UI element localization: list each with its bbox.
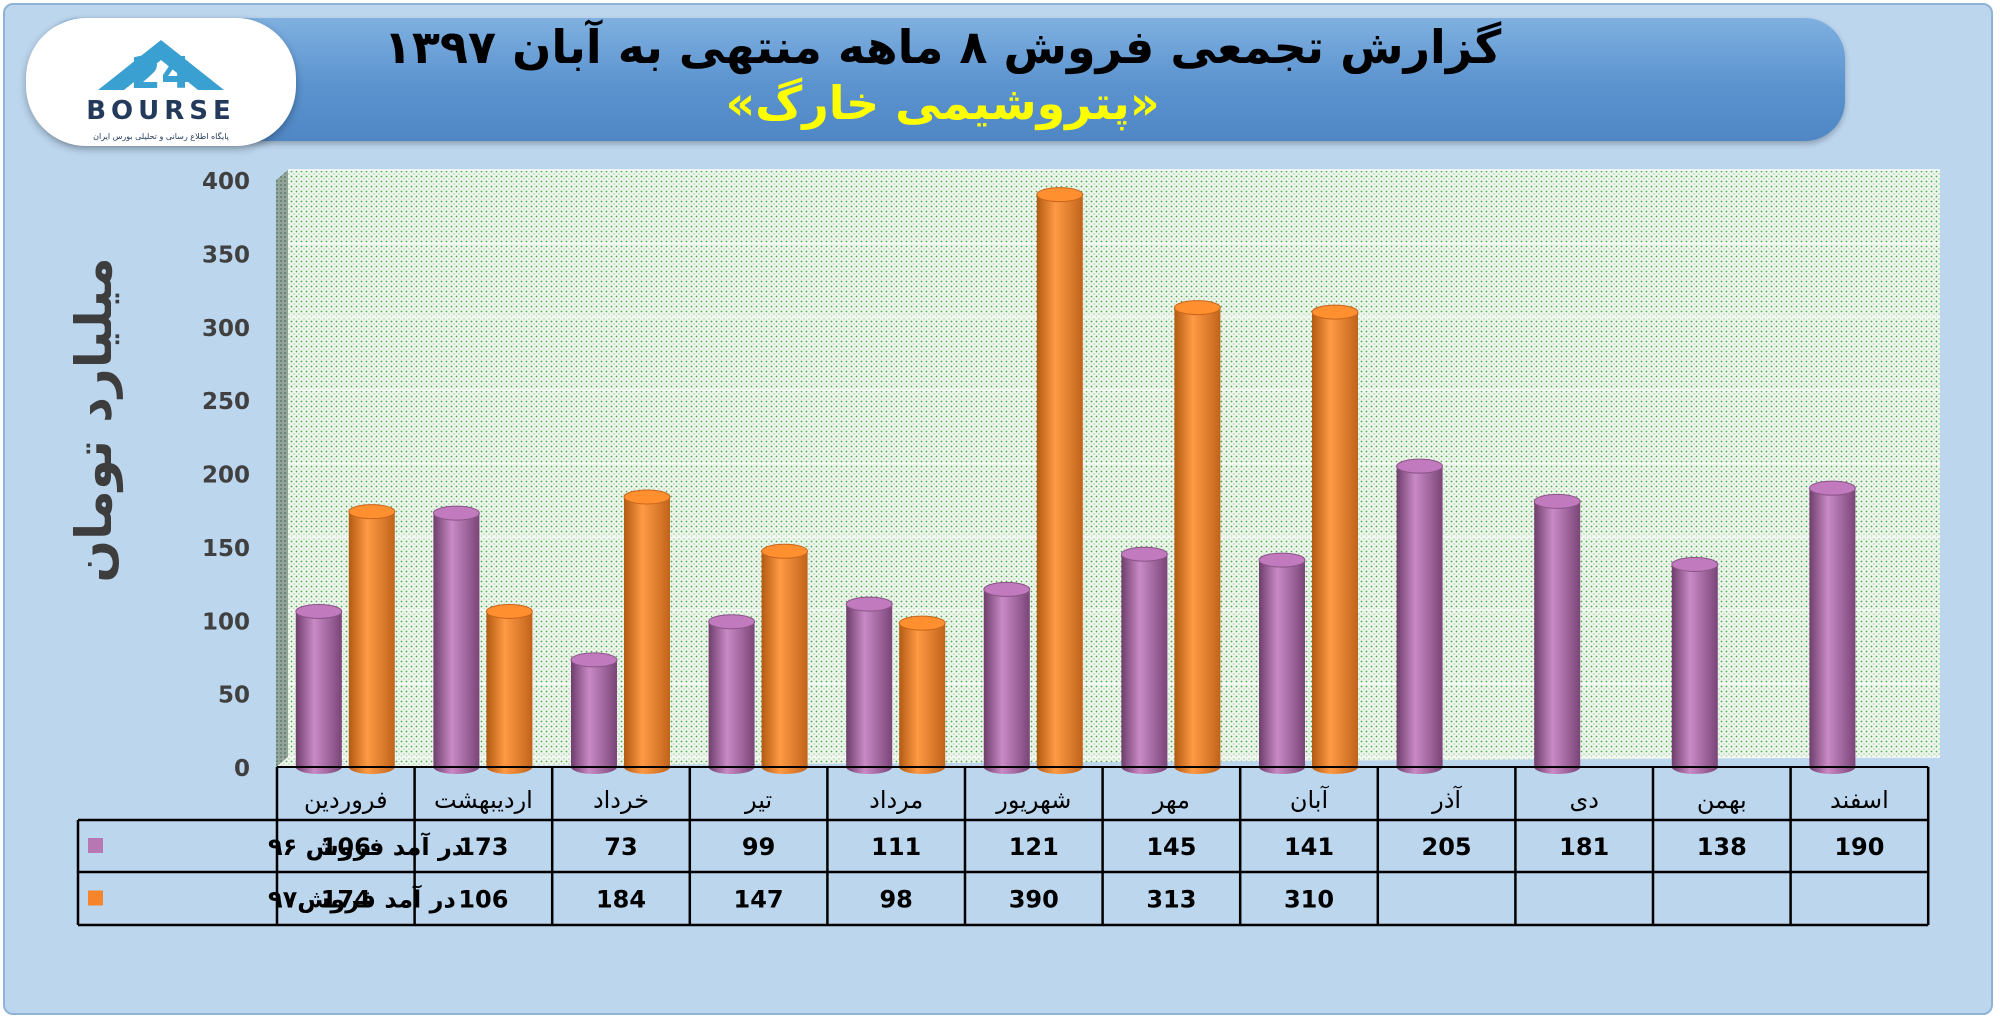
bar bbox=[708, 614, 756, 775]
bar bbox=[1120, 546, 1168, 775]
legend-label: در آمد فروش ۹۶ bbox=[268, 832, 464, 861]
data-label: 184 bbox=[596, 886, 646, 914]
x-tick-label: شهریور bbox=[995, 786, 1071, 814]
data-label: 106 bbox=[458, 886, 508, 914]
bar bbox=[1533, 493, 1581, 775]
data-label: 98 bbox=[879, 886, 912, 914]
bar bbox=[348, 504, 396, 774]
bar bbox=[1396, 458, 1444, 775]
bar bbox=[1258, 552, 1306, 774]
x-tick-label: تیر bbox=[744, 786, 772, 814]
y-tick-label: 400 bbox=[202, 169, 250, 195]
bar bbox=[761, 543, 809, 775]
bar bbox=[898, 615, 946, 775]
x-tick-label: خرداد bbox=[593, 786, 649, 814]
bar bbox=[432, 505, 480, 775]
logo-mark-icon: 24 bbox=[98, 40, 224, 99]
bar bbox=[1311, 304, 1359, 774]
data-label: 141 bbox=[1284, 833, 1334, 861]
y-tick-label: 300 bbox=[202, 316, 250, 342]
svg-text:24: 24 bbox=[130, 48, 191, 98]
x-tick-label: بهمن bbox=[1697, 786, 1747, 814]
x-tick-label: دی bbox=[1569, 786, 1598, 814]
data-label: 174 bbox=[321, 886, 371, 914]
y-tick-label: 150 bbox=[202, 536, 250, 562]
bar bbox=[623, 489, 671, 774]
x-tick-label: آذر bbox=[1431, 785, 1462, 814]
data-label: 310 bbox=[1284, 886, 1334, 914]
x-tick-label: مرداد bbox=[869, 786, 923, 814]
x-tick-label: اردیبهشت bbox=[434, 786, 533, 814]
plot-area bbox=[276, 170, 1940, 767]
legend-swatch bbox=[88, 890, 103, 906]
x-tick-label: مهر bbox=[1152, 786, 1190, 814]
data-label: 99 bbox=[742, 833, 775, 861]
bourse-logo: 24 BOURSE پایگاه اطلاع رسانی و تحلیلی بو… bbox=[26, 18, 296, 146]
data-label: 73 bbox=[604, 833, 637, 861]
title-banner bbox=[40, 18, 1845, 141]
data-label: 147 bbox=[734, 886, 784, 914]
logo-wordmark: BOURSE bbox=[86, 96, 236, 126]
y-tick-label: 250 bbox=[202, 389, 250, 415]
bar bbox=[1036, 187, 1084, 775]
data-label: 390 bbox=[1009, 886, 1059, 914]
data-label: 121 bbox=[1009, 833, 1059, 861]
data-label: 173 bbox=[458, 833, 508, 861]
bar bbox=[485, 603, 533, 774]
bar bbox=[1671, 556, 1719, 775]
plot-side-wall bbox=[276, 170, 288, 767]
y-tick-label: 350 bbox=[202, 242, 250, 268]
logo-tagline: پایگاه اطلاع رسانی و تحلیلی بورس ایران bbox=[93, 132, 229, 141]
y-tick-label: 0 bbox=[234, 756, 250, 782]
bar bbox=[295, 603, 343, 775]
bar bbox=[845, 596, 893, 775]
x-tick-label: اسفند bbox=[1830, 786, 1889, 814]
legend-label: در آمد فروش۹۷ bbox=[268, 885, 456, 914]
chart-subtitle: «پتروشیمی خارگ» bbox=[725, 76, 1160, 130]
data-label: 111 bbox=[871, 833, 921, 861]
legend-swatch bbox=[88, 838, 103, 853]
chart-title: گزارش تجمعی فروش ۸ ماهه منتهی به آبان ۱۳… bbox=[383, 20, 1502, 74]
bar bbox=[570, 652, 618, 774]
x-tick-label: فروردین bbox=[304, 786, 388, 814]
data-label: 190 bbox=[1834, 833, 1884, 861]
bar bbox=[1808, 480, 1856, 775]
bar bbox=[1173, 300, 1221, 775]
x-tick-label: آبان bbox=[1290, 785, 1330, 814]
data-label: 138 bbox=[1697, 833, 1747, 861]
y-tick-label: 100 bbox=[202, 609, 250, 635]
data-label: 181 bbox=[1559, 833, 1609, 861]
y-tick-label: 50 bbox=[218, 683, 250, 709]
data-label: 145 bbox=[1146, 833, 1196, 861]
bar bbox=[983, 581, 1031, 774]
y-tick-label: 200 bbox=[202, 463, 250, 489]
data-label: 106 bbox=[321, 833, 371, 861]
data-label: 313 bbox=[1146, 886, 1196, 914]
data-label: 205 bbox=[1422, 833, 1472, 861]
